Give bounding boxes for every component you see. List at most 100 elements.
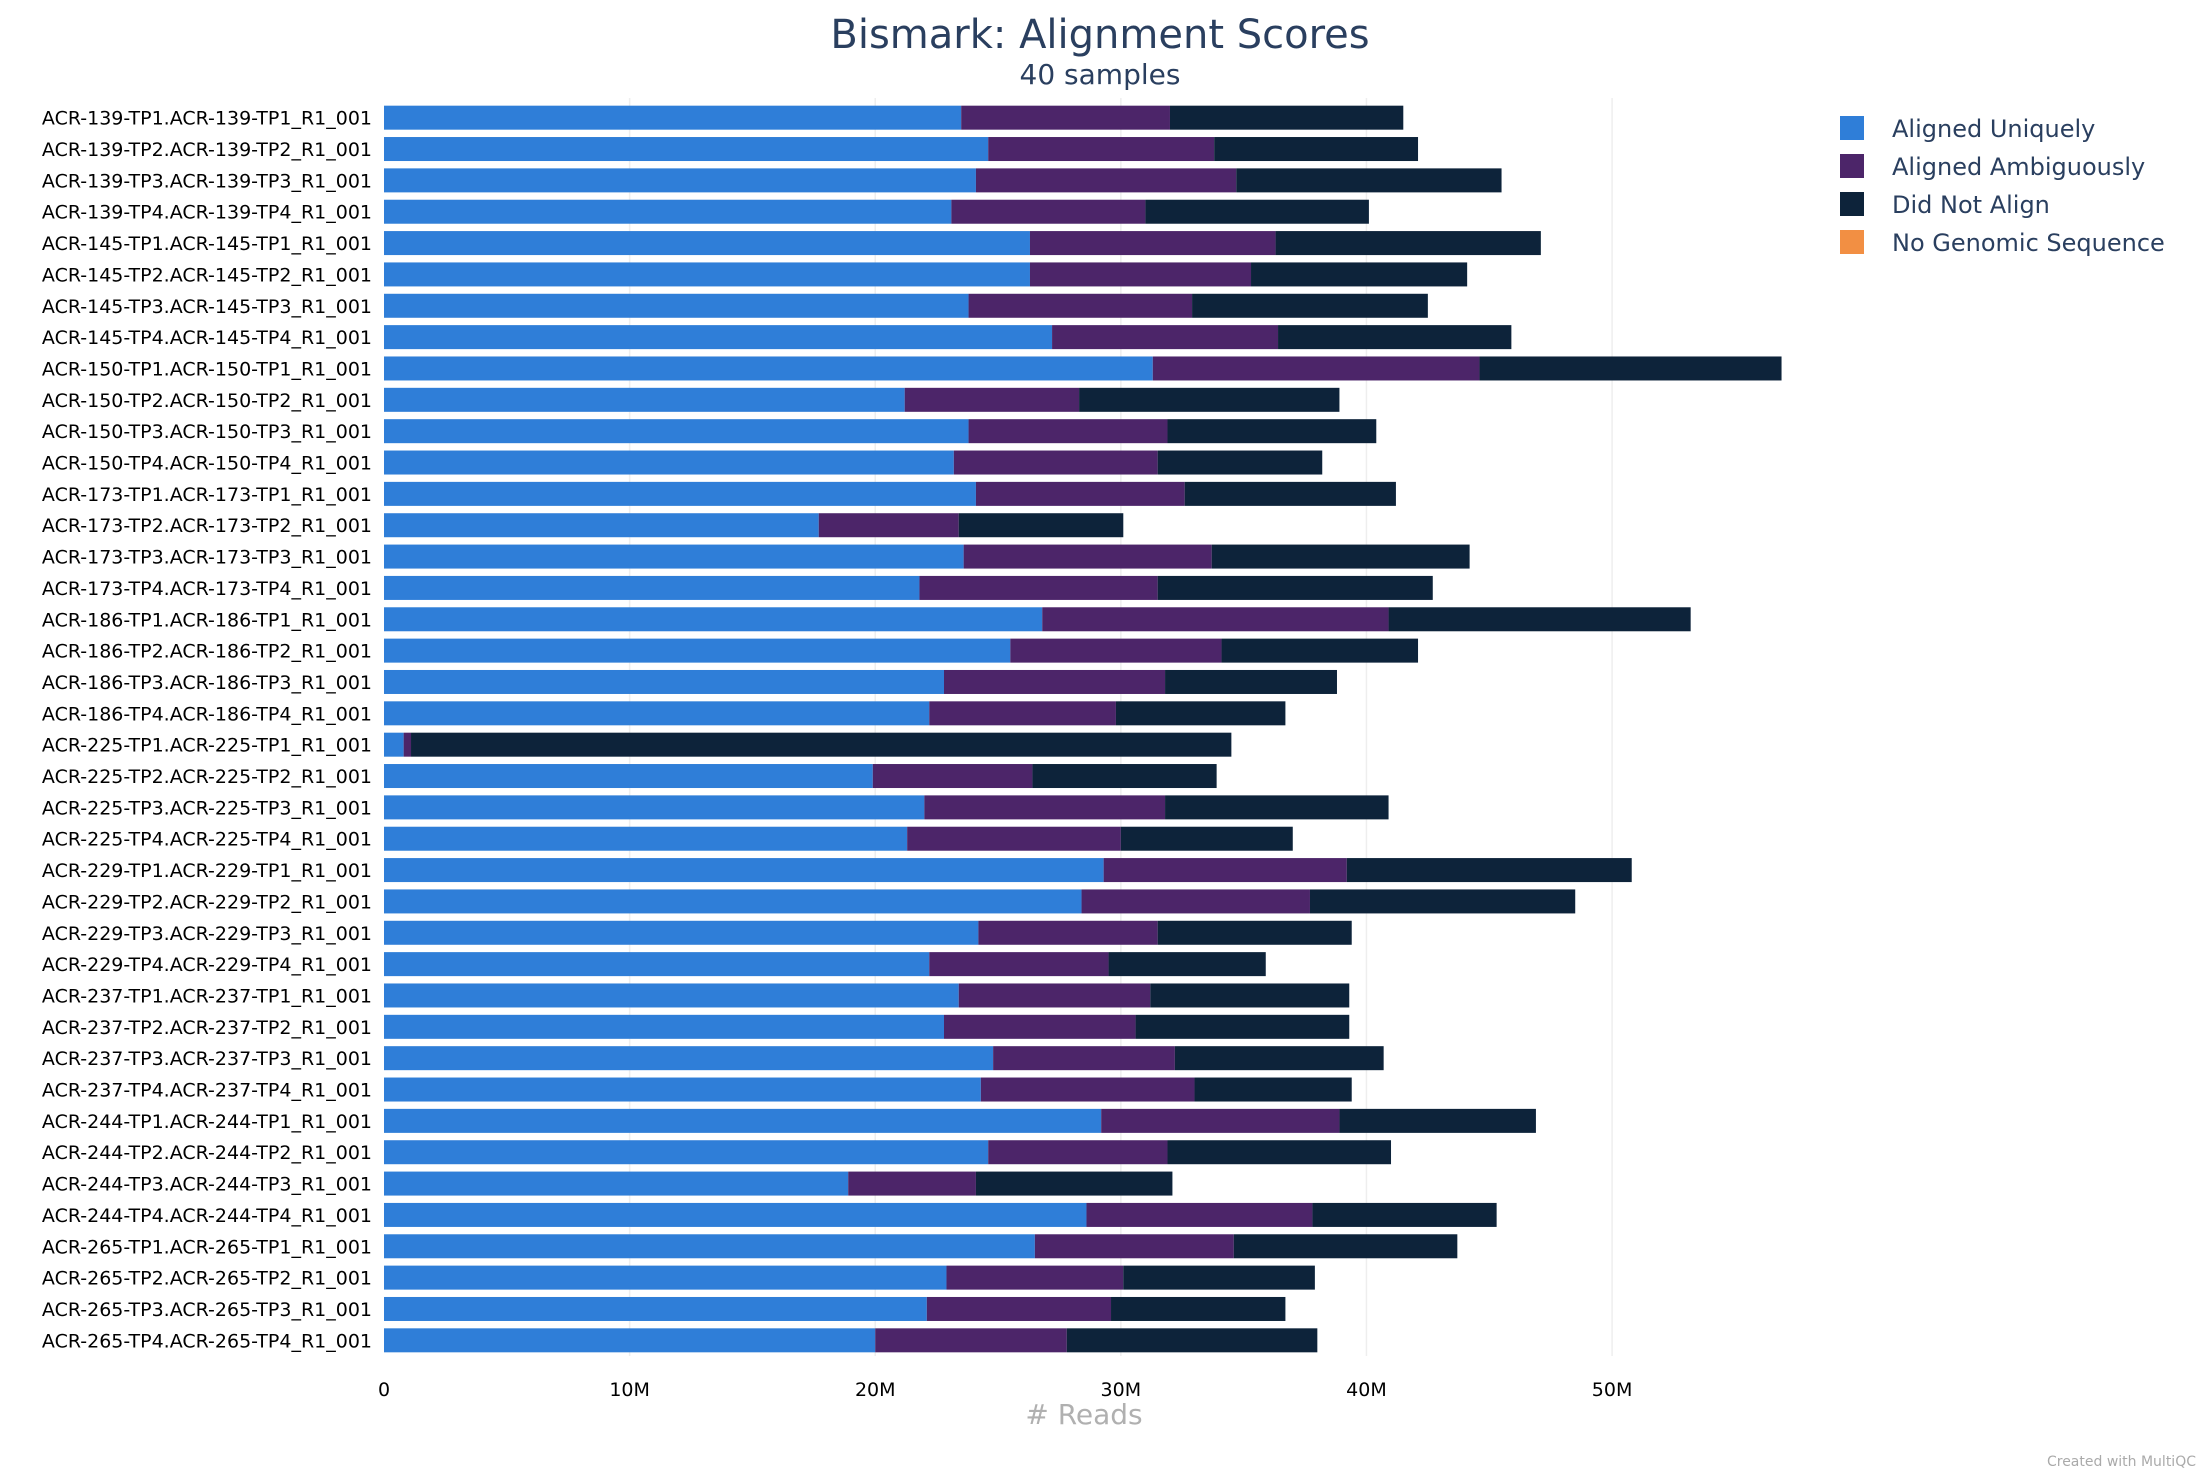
bar-segment[interactable] <box>961 105 1170 130</box>
legend-item[interactable]: Aligned Uniquely <box>1840 115 2095 143</box>
bar-segment[interactable] <box>1165 795 1389 820</box>
bar-segment[interactable] <box>907 826 1121 851</box>
bar-segment[interactable] <box>384 607 1043 632</box>
legend-item[interactable]: Did Not Align <box>1840 191 2050 219</box>
bar-segment[interactable] <box>1236 168 1502 193</box>
bar-segment[interactable] <box>1157 920 1352 945</box>
bar-segment[interactable] <box>924 795 1166 820</box>
bar-segment[interactable] <box>1312 1202 1497 1227</box>
bar-segment[interactable] <box>384 1265 947 1290</box>
bar-segment[interactable] <box>384 168 976 193</box>
bar-segment[interactable] <box>963 544 1212 569</box>
bar-segment[interactable] <box>384 669 944 694</box>
bar-segment[interactable] <box>1251 262 1468 287</box>
legend-item[interactable]: Aligned Ambiguously <box>1840 153 2145 181</box>
bar-segment[interactable] <box>1103 858 1347 883</box>
bar-segment[interactable] <box>1111 1296 1286 1321</box>
bar-segment[interactable] <box>1066 1328 1318 1353</box>
bar-segment[interactable] <box>929 952 1109 977</box>
bar-segment[interactable] <box>384 481 976 506</box>
bar-segment[interactable] <box>384 199 952 224</box>
bar-segment[interactable] <box>1233 1234 1458 1259</box>
bar-segment[interactable] <box>384 858 1104 883</box>
bar-segment[interactable] <box>919 575 1158 600</box>
bar-segment[interactable] <box>1192 293 1428 318</box>
bar-segment[interactable] <box>1145 199 1369 224</box>
bar-segment[interactable] <box>1157 575 1433 600</box>
bar-segment[interactable] <box>1010 638 1222 663</box>
bar-segment[interactable] <box>1184 481 1396 506</box>
bar-segment[interactable] <box>1339 1108 1536 1133</box>
bar-segment[interactable] <box>384 325 1053 350</box>
bar-segment[interactable] <box>1165 669 1337 694</box>
bar-segment[interactable] <box>875 1328 1067 1353</box>
bar-segment[interactable] <box>384 575 920 600</box>
bar-segment[interactable] <box>1167 419 1377 444</box>
bar-segment[interactable] <box>1167 1140 1392 1165</box>
bar-segment[interactable] <box>384 137 989 162</box>
bar-segment[interactable] <box>1479 356 1782 381</box>
bar-segment[interactable] <box>384 1202 1087 1227</box>
bar-segment[interactable] <box>1029 262 1252 287</box>
bar-segment[interactable] <box>384 419 969 444</box>
bar-segment[interactable] <box>384 1296 927 1321</box>
bar-segment[interactable] <box>384 1046 994 1071</box>
bar-segment[interactable] <box>1157 450 1323 475</box>
bar-segment[interactable] <box>1174 1046 1384 1071</box>
bar-segment[interactable] <box>1221 638 1419 663</box>
bar-segment[interactable] <box>384 387 905 412</box>
bar-segment[interactable] <box>1081 889 1310 914</box>
bar-segment[interactable] <box>384 732 404 757</box>
bar-segment[interactable] <box>993 1046 1175 1071</box>
bar-segment[interactable] <box>384 638 1011 663</box>
bar-segment[interactable] <box>980 1077 1195 1102</box>
bar-segment[interactable] <box>872 764 1033 789</box>
bar-segment[interactable] <box>384 795 925 820</box>
bar-segment[interactable] <box>384 889 1082 914</box>
bar-segment[interactable] <box>1194 1077 1352 1102</box>
bar-segment[interactable] <box>1052 325 1279 350</box>
bar-segment[interactable] <box>384 231 1030 256</box>
bar-segment[interactable] <box>988 1140 1168 1165</box>
bar-segment[interactable] <box>926 1296 1112 1321</box>
bar-segment[interactable] <box>384 513 819 538</box>
bar-segment[interactable] <box>384 1014 944 1039</box>
bar-segment[interactable] <box>384 1328 876 1353</box>
bar-segment[interactable] <box>975 481 1185 506</box>
bar-segment[interactable] <box>951 199 1146 224</box>
bar-segment[interactable] <box>1079 387 1340 412</box>
bar-segment[interactable] <box>978 920 1158 945</box>
bar-segment[interactable] <box>944 1014 1136 1039</box>
bar-segment[interactable] <box>384 262 1030 287</box>
bar-segment[interactable] <box>1346 858 1632 883</box>
bar-segment[interactable] <box>953 450 1158 475</box>
bar-segment[interactable] <box>1278 325 1512 350</box>
bar-segment[interactable] <box>1042 607 1389 632</box>
bar-segment[interactable] <box>1214 137 1419 162</box>
bar-segment[interactable] <box>968 293 1193 318</box>
bar-segment[interactable] <box>975 1171 1173 1196</box>
bar-segment[interactable] <box>384 1140 989 1165</box>
bar-segment[interactable] <box>1152 356 1480 381</box>
bar-segment[interactable] <box>1034 1234 1234 1259</box>
bar-segment[interactable] <box>411 732 1232 757</box>
bar-segment[interactable] <box>1169 105 1404 130</box>
bar-segment[interactable] <box>1135 1014 1350 1039</box>
bar-segment[interactable] <box>384 764 873 789</box>
bar-segment[interactable] <box>1108 952 1266 977</box>
bar-segment[interactable] <box>975 168 1237 193</box>
bar-segment[interactable] <box>1309 889 1576 914</box>
bar-segment[interactable] <box>944 669 1166 694</box>
bar-segment[interactable] <box>384 293 969 318</box>
bar-segment[interactable] <box>384 450 954 475</box>
bar-segment[interactable] <box>1211 544 1470 569</box>
bar-segment[interactable] <box>384 356 1153 381</box>
bar-segment[interactable] <box>384 1234 1035 1259</box>
bar-segment[interactable] <box>1086 1202 1313 1227</box>
bar-segment[interactable] <box>1115 701 1286 726</box>
bar-segment[interactable] <box>384 983 959 1008</box>
bar-segment[interactable] <box>818 513 959 538</box>
bar-segment[interactable] <box>968 419 1168 444</box>
bar-segment[interactable] <box>946 1265 1124 1290</box>
bar-segment[interactable] <box>1032 764 1217 789</box>
